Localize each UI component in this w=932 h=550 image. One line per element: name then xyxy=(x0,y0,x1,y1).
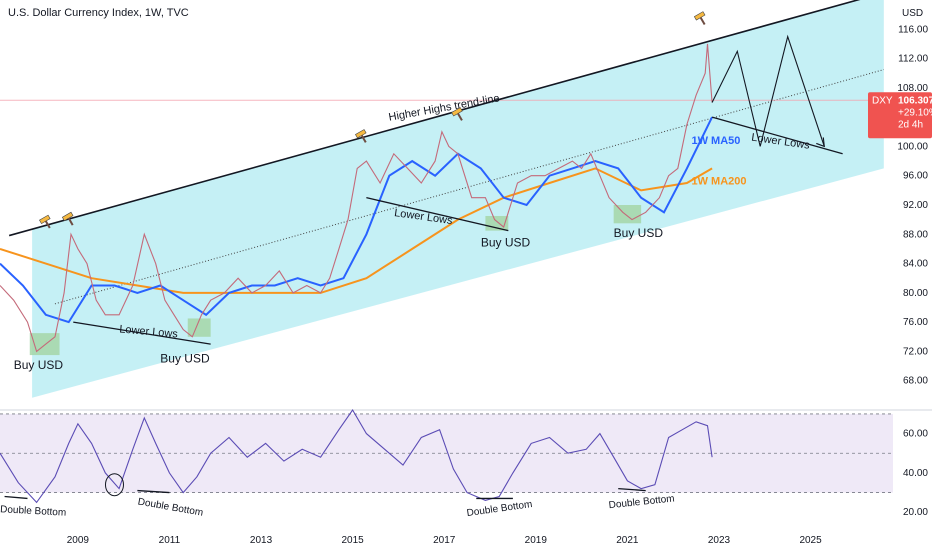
time-tick-label: 2023 xyxy=(708,535,731,546)
price-tick-label: 116.00 xyxy=(898,24,928,35)
buy-zone-2 xyxy=(187,318,211,337)
hammer-handle xyxy=(44,220,51,229)
price-line xyxy=(0,43,713,353)
projection-path xyxy=(711,34,825,147)
time-tick-label: 2013 xyxy=(250,535,273,546)
buy-usd-label-1: Buy USD xyxy=(14,358,64,372)
price-tick-label: 112.00 xyxy=(898,54,928,65)
price-tick-label: 92.00 xyxy=(903,200,928,211)
double-bottom-label-2: Double Bottom xyxy=(137,496,204,518)
double-bottom-lines xyxy=(4,487,646,500)
price-tick-label: 100.00 xyxy=(897,141,928,152)
price-badge-box xyxy=(868,92,932,139)
rsi-tick-label: 20.00 xyxy=(903,507,928,518)
time-tick-label: 2021 xyxy=(616,535,639,546)
chart-title: U.S. Dollar Currency Index, 1W, TVC xyxy=(8,7,189,19)
badge-change: +29.10% xyxy=(898,107,932,118)
hammer-handle xyxy=(67,217,74,226)
ma200-line xyxy=(0,167,713,294)
hammer-head xyxy=(693,11,706,21)
price-tick-label: 88.00 xyxy=(903,229,928,240)
ma200-label: 1W MA200 xyxy=(692,176,747,188)
price-tick-label: 80.00 xyxy=(903,288,928,299)
time-tick-label: 2011 xyxy=(159,535,181,546)
rsi-axis[interactable]: 20.00 40.00 60.00 xyxy=(903,429,928,519)
hammer-handle xyxy=(457,112,463,121)
hammer-handle xyxy=(699,17,706,25)
rsi-line xyxy=(0,408,713,504)
price-tick-label: 72.00 xyxy=(903,346,928,357)
lower-lows-label-1: Lower Lows xyxy=(119,323,179,340)
price-tick-label: 68.00 xyxy=(903,376,928,387)
ma50-label: 1W MA50 xyxy=(692,135,741,147)
projection-arrow-head xyxy=(816,137,825,148)
price-tick-label: 76.00 xyxy=(903,317,928,328)
hammer-icon xyxy=(693,11,706,25)
price-axis[interactable]: 68.00 72.00 76.00 80.00 84.00 88.00 92.00 96.00… xyxy=(897,24,928,386)
lower-lows-line-3 xyxy=(711,116,843,155)
buy-usd-label-3: Buy USD xyxy=(481,236,531,250)
buy-usd-label-4: Buy USD xyxy=(614,226,664,240)
price-tick-label: 84.00 xyxy=(903,259,928,270)
badge-countdown: 2d 4h xyxy=(898,119,923,130)
price-tick-label: 108.00 xyxy=(897,83,928,94)
hammer-handle xyxy=(360,134,367,143)
price-tick-label: 96.00 xyxy=(903,171,928,182)
channel-midline xyxy=(54,69,884,305)
time-tick-label: 2015 xyxy=(341,535,364,546)
double-bottom-line xyxy=(4,495,28,500)
hammer-icon xyxy=(355,129,367,143)
hammer-icon xyxy=(61,211,74,226)
double-bottom-label-4: Double Bottom xyxy=(608,493,675,511)
lower-lows-line-2 xyxy=(366,197,509,232)
ma50-line xyxy=(0,116,713,324)
lower-lows-line-1 xyxy=(73,321,211,345)
currency-label: USD xyxy=(902,8,923,19)
time-tick-label: 2019 xyxy=(525,535,548,546)
double-bottom-label-3: Double Bottom xyxy=(466,499,533,519)
rsi-tick-label: 60.00 xyxy=(903,429,928,440)
hammer-icon xyxy=(451,107,463,121)
buy-usd-label-2: Buy USD xyxy=(160,351,210,365)
higher-highs-trendline xyxy=(8,0,861,237)
hammer-icon xyxy=(39,214,51,229)
double-bottom-label-1: Double Bottom xyxy=(0,504,66,518)
ascending-channel xyxy=(32,0,884,398)
rsi-circle-marker xyxy=(104,473,124,497)
hammer-markers xyxy=(39,11,706,229)
time-axis[interactable]: 2009 2011 2013 2015 2017 2019 2021 2023 2025 xyxy=(67,535,822,546)
time-tick-label: 2017 xyxy=(433,535,456,546)
badge-price: 106.307 xyxy=(898,95,932,106)
hammer-head xyxy=(39,214,51,225)
rsi-tick-label: 40.00 xyxy=(903,468,928,479)
price-badge: DXY 106.307 +29.10% 2d 4h xyxy=(868,92,932,139)
double-bottom-line xyxy=(137,489,170,494)
badge-symbol: DXY xyxy=(872,95,893,106)
time-tick-label: 2025 xyxy=(799,535,822,546)
double-bottom-line xyxy=(618,487,646,492)
time-tick-label: 2009 xyxy=(67,535,90,546)
